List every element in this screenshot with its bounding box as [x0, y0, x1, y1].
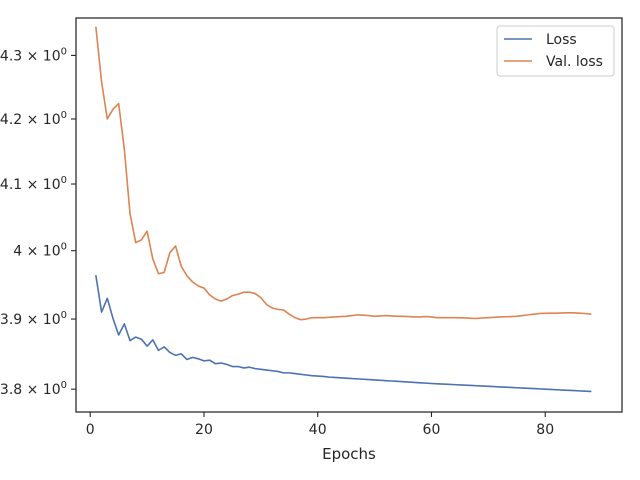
y-tick-label: 4 × 100: [13, 242, 67, 260]
x-axis-label: Epochs: [322, 445, 376, 463]
legend: Loss Val. loss: [496, 25, 615, 77]
x-axis-ticks: 0 20 40 60 80: [86, 412, 554, 438]
y-tick-label: 3.8 × 100: [0, 380, 67, 398]
series-layer: [95, 26, 592, 393]
series-line-val-loss: [95, 26, 592, 321]
legend-label-loss: Loss: [546, 32, 577, 48]
x-tick-label: 20: [195, 422, 213, 438]
series-line-loss: [95, 274, 592, 393]
x-tick-label: 0: [86, 422, 95, 438]
x-tick-label: 80: [536, 422, 554, 438]
plot-frame: [75, 17, 623, 413]
legend-label-val-loss: Val. loss: [546, 54, 603, 70]
x-tick-label: 60: [423, 422, 441, 438]
x-tick-label: 40: [309, 422, 327, 438]
y-tick-label: 3.9 × 100: [0, 310, 67, 328]
y-tick-label: 4.2 × 100: [0, 110, 67, 128]
y-tick-label: 4.3 × 100: [0, 46, 67, 64]
y-tick-label: 4.1 × 100: [0, 175, 67, 193]
y-axis-ticks: 3.8 × 100 3.9 × 100 4 × 100 4.1 × 100 4.2 × …: [0, 46, 76, 398]
